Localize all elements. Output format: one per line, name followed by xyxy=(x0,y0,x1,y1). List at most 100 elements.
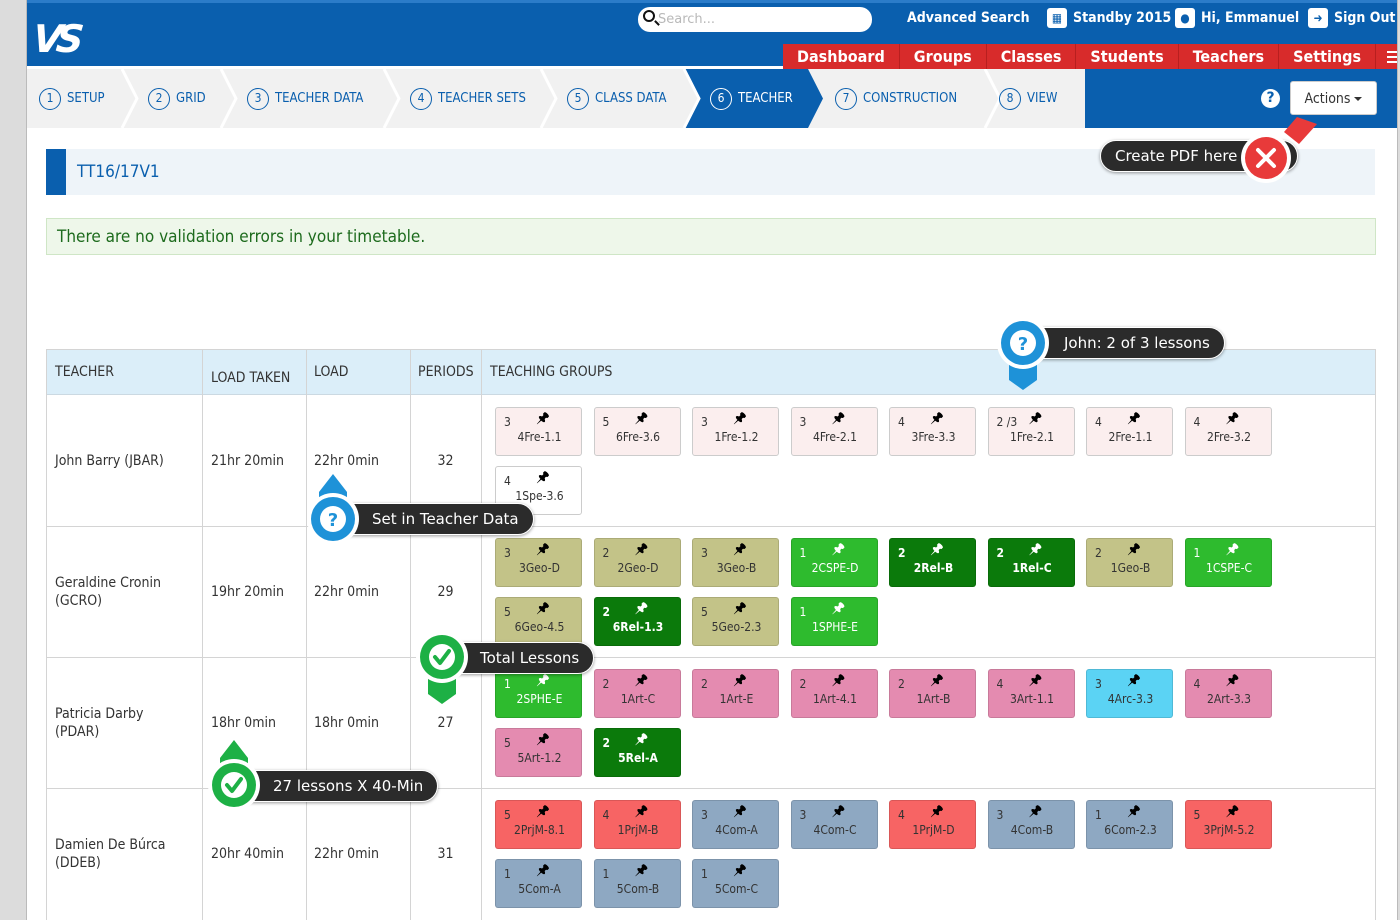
teaching-group-chip[interactable]: 5 📌 5Art-1.2 xyxy=(495,728,582,777)
nav-groups[interactable]: Groups xyxy=(900,44,987,69)
pin-icon[interactable]: 📌 xyxy=(733,864,747,877)
teaching-group-chip[interactable]: 3 📌 4Fre-1.1 xyxy=(495,407,582,456)
step-setup[interactable]: 1 SETUP xyxy=(39,69,105,128)
step-teacher[interactable]: 6 TEACHER xyxy=(710,69,793,128)
teaching-group-chip[interactable]: 5 📌 3PrjM-5.2 xyxy=(1184,800,1272,849)
teaching-group-chip[interactable]: 2 📌 2Geo-D xyxy=(593,538,681,587)
teaching-group-chip[interactable]: 5 📌 6Geo-4.5 xyxy=(495,597,582,646)
teaching-group-chip[interactable]: 2 📌 6Rel-1.3 xyxy=(593,597,681,646)
teaching-group-chip[interactable]: 2 📌 2Rel-B xyxy=(889,538,976,587)
pin-icon[interactable]: 📌 xyxy=(1028,674,1043,687)
pin-icon[interactable]: 📌 xyxy=(831,674,846,687)
pin-icon[interactable]: 📌 xyxy=(536,602,550,615)
teaching-group-chip[interactable]: 4 📌 2Fre-3.2 xyxy=(1184,407,1272,456)
teaching-group-chip[interactable]: 5 📌 2PrjM-8.1 xyxy=(495,800,582,849)
pin-icon[interactable]: 📌 xyxy=(634,674,649,687)
pin-icon[interactable]: 📌 xyxy=(1127,412,1141,425)
pin-icon[interactable]: 📌 xyxy=(733,602,747,615)
pin-icon[interactable]: 📌 xyxy=(733,674,747,687)
pin-icon[interactable]: 📌 xyxy=(1127,674,1141,687)
step-teacher-data[interactable]: 3 TEACHER DATA xyxy=(247,69,363,128)
advanced-search-link[interactable]: Advanced Search xyxy=(907,10,1030,26)
pin-icon[interactable]: 📌 xyxy=(1127,805,1141,818)
step-teacher-sets[interactable]: 4 TEACHER SETS xyxy=(410,69,526,128)
pin-icon[interactable]: 📌 xyxy=(831,805,846,818)
pin-icon[interactable]: 📌 xyxy=(536,471,550,484)
teaching-group-chip[interactable]: 1 📌 5Com-B xyxy=(593,859,681,908)
nav-teachers[interactable]: Teachers xyxy=(1179,44,1280,69)
pin-icon[interactable]: 📌 xyxy=(831,602,846,615)
teaching-group-chip[interactable]: 3 📌 4Fre-2.1 xyxy=(790,407,878,456)
teaching-group-chip[interactable]: 3 📌 1Fre-1.2 xyxy=(692,407,779,456)
pin-icon[interactable]: 📌 xyxy=(634,543,649,556)
teaching-group-chip[interactable]: 4 📌 2Fre-1.1 xyxy=(1086,407,1173,456)
pin-icon[interactable]: 📌 xyxy=(1127,543,1141,556)
teaching-group-chip[interactable]: 1 📌 5Com-A xyxy=(495,859,582,908)
pin-icon[interactable]: 📌 xyxy=(930,543,944,556)
teaching-group-chip[interactable]: 5 📌 6Fre-3.6 xyxy=(593,407,681,456)
teaching-group-chip[interactable]: 3 📌 3Geo-B xyxy=(692,538,779,587)
step-grid[interactable]: 2 GRID xyxy=(148,69,206,128)
calendar-link[interactable]: ▦ Standby 2015 xyxy=(1047,8,1171,28)
teaching-group-chip[interactable]: 2 📌 5Rel-A xyxy=(593,728,681,777)
nav-students[interactable]: Students xyxy=(1076,44,1179,69)
nav-dashboard[interactable]: Dashboard xyxy=(783,44,900,69)
pin-icon[interactable]: 📌 xyxy=(536,543,550,556)
menu-icon[interactable] xyxy=(1376,44,1397,69)
nav-classes[interactable]: Classes xyxy=(987,44,1077,69)
pin-icon[interactable]: 📌 xyxy=(733,412,747,425)
teaching-group-chip[interactable]: 1 📌 5Com-C xyxy=(692,859,779,908)
pin-icon[interactable]: 📌 xyxy=(733,805,747,818)
pin-icon[interactable]: 📌 xyxy=(930,805,944,818)
teaching-group-chip[interactable]: 2 📌 1Art-B xyxy=(889,669,976,718)
pin-icon[interactable]: 📌 xyxy=(930,412,944,425)
sign-out-link[interactable]: ➜ Sign Out xyxy=(1308,8,1395,28)
teaching-group-chip[interactable]: 3 📌 4Com-C xyxy=(790,800,878,849)
teaching-group-chip[interactable]: 1 📌 2CSPE-D xyxy=(790,538,878,587)
logo[interactable]: VS xyxy=(30,17,81,61)
teaching-group-chip[interactable]: 5 📌 5Geo-2.3 xyxy=(692,597,779,646)
teaching-group-chip[interactable]: 1 📌 2SPHE-E xyxy=(495,669,582,718)
teaching-group-chip[interactable]: 3 📌 4Arc-3.3 xyxy=(1086,669,1173,718)
teaching-group-chip[interactable]: 2 📌 1Art-E xyxy=(692,669,779,718)
pin-icon[interactable]: 📌 xyxy=(536,805,550,818)
user-link[interactable]: ● Hi, Emmanuel xyxy=(1175,8,1299,28)
help-callout-icon[interactable]: ? xyxy=(305,472,361,548)
pin-icon[interactable]: 📌 xyxy=(634,602,649,615)
pin-icon[interactable]: 📌 xyxy=(930,674,944,687)
teaching-group-chip[interactable]: 4 📌 2Art-3.3 xyxy=(1184,669,1272,718)
close-callout-icon[interactable] xyxy=(1239,114,1319,186)
pin-icon[interactable]: 📌 xyxy=(1028,412,1043,425)
pin-icon[interactable]: 📌 xyxy=(1028,805,1043,818)
pin-icon[interactable]: 📌 xyxy=(536,733,550,746)
pin-icon[interactable]: 📌 xyxy=(536,674,550,687)
help-icon[interactable]: ? xyxy=(1261,89,1280,108)
pin-icon[interactable]: 📌 xyxy=(1225,543,1240,556)
nav-settings[interactable]: Settings xyxy=(1279,44,1377,69)
teaching-group-chip[interactable]: 1 📌 1SPHE-E xyxy=(790,597,878,646)
pin-icon[interactable]: 📌 xyxy=(634,805,649,818)
pin-icon[interactable]: 📌 xyxy=(634,864,649,877)
search-input[interactable] xyxy=(658,10,858,28)
search-box[interactable] xyxy=(638,7,872,32)
pin-icon[interactable]: 📌 xyxy=(831,412,846,425)
teaching-group-chip[interactable]: 2 /3 📌 1Fre-2.1 xyxy=(987,407,1075,456)
teaching-group-chip[interactable]: 3 📌 4Com-B xyxy=(987,800,1075,849)
pin-icon[interactable]: 📌 xyxy=(536,412,550,425)
teaching-group-chip[interactable]: 4 📌 3Fre-3.3 xyxy=(889,407,976,456)
teaching-group-chip[interactable]: 1 📌 6Com-2.3 xyxy=(1086,800,1173,849)
pin-icon[interactable]: 📌 xyxy=(831,543,846,556)
teaching-group-chip[interactable]: 3 📌 4Com-A xyxy=(692,800,779,849)
actions-button[interactable]: Actions xyxy=(1290,81,1377,115)
step-view[interactable]: 8 VIEW xyxy=(999,69,1057,128)
step-construction[interactable]: 7 CONSTRUCTION xyxy=(835,69,957,128)
help-callout-icon[interactable]: ? xyxy=(995,316,1051,392)
pin-icon[interactable]: 📌 xyxy=(1225,412,1240,425)
pin-icon[interactable]: 📌 xyxy=(634,733,649,746)
teaching-group-chip[interactable]: 2 📌 1Geo-B xyxy=(1086,538,1173,587)
teaching-group-chip[interactable]: 1 📌 1CSPE-C xyxy=(1184,538,1272,587)
pin-icon[interactable]: 📌 xyxy=(733,543,747,556)
pin-icon[interactable]: 📌 xyxy=(1225,805,1240,818)
teaching-group-chip[interactable]: 2 📌 1Art-4.1 xyxy=(790,669,878,718)
pin-icon[interactable]: 📌 xyxy=(536,864,550,877)
